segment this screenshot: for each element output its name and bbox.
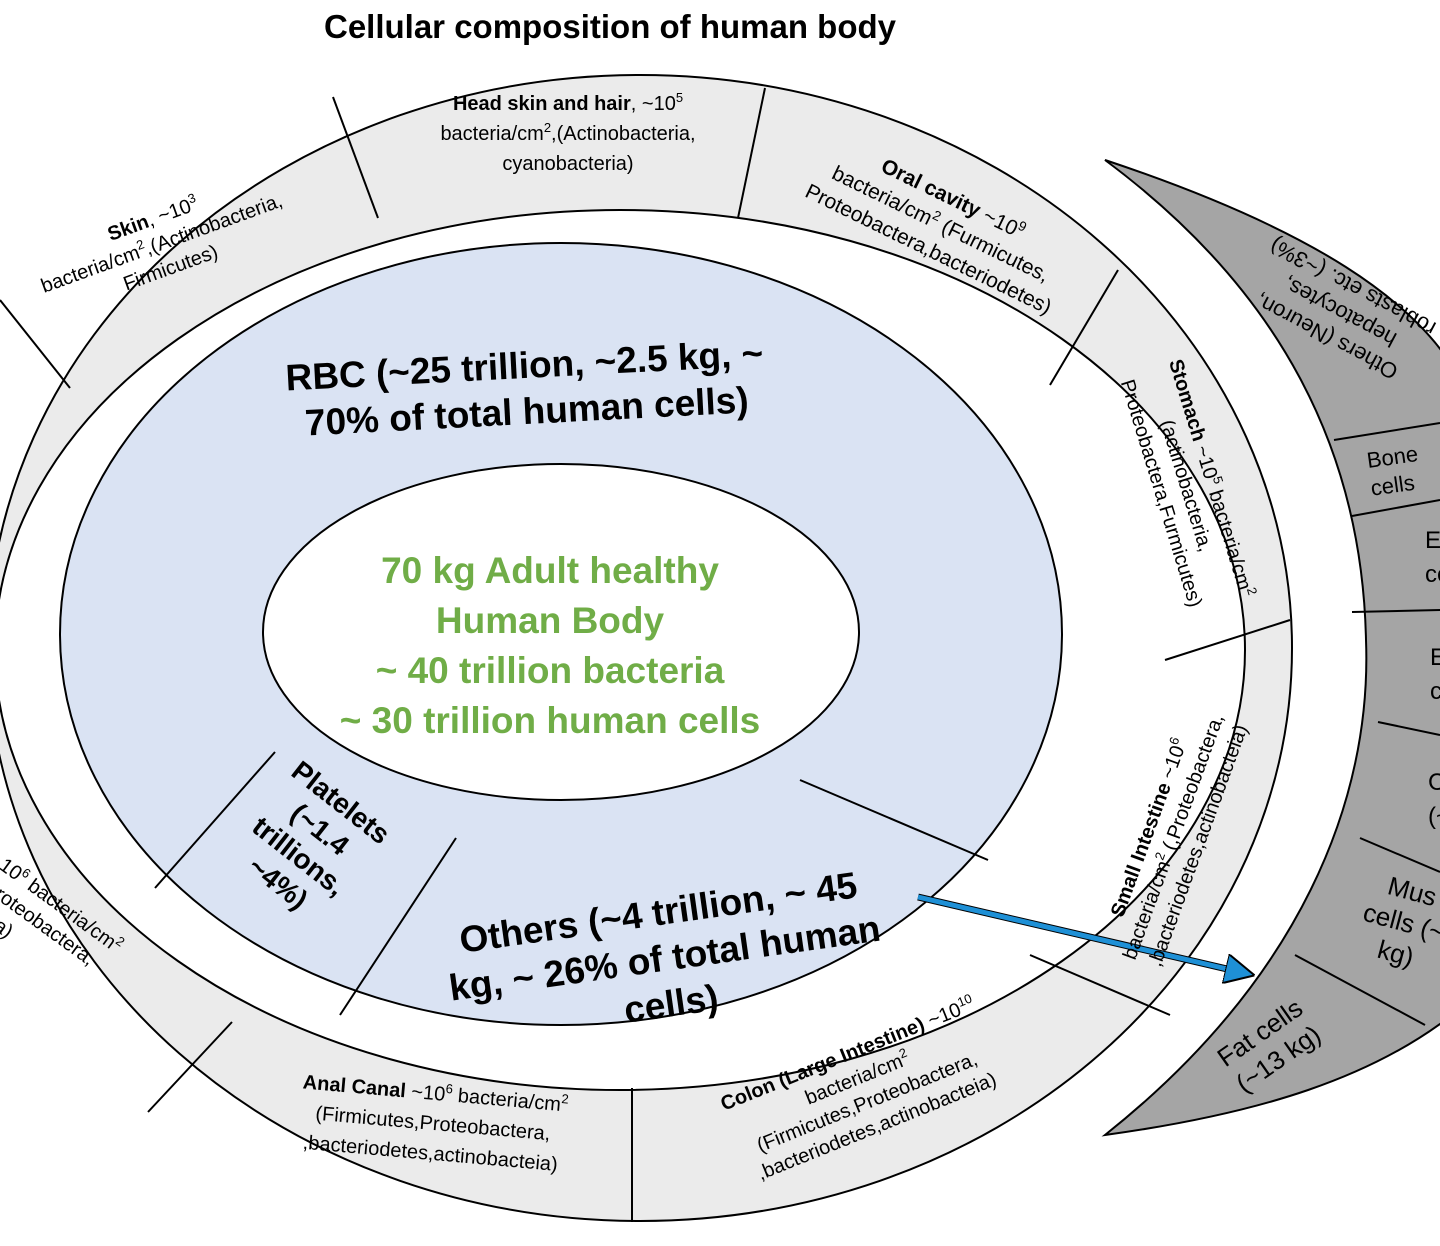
label-line: C [1428, 769, 1440, 796]
tissue-muscle-label: Muscells (~kg) [1352, 866, 1440, 978]
label-line: 70 kg Adult healthy [381, 550, 719, 591]
label-text: cells [1369, 470, 1416, 501]
label-text: 10 [0, 854, 26, 885]
tissue-crescent [1101, 159, 1440, 1137]
label-text: ~10 [405, 1080, 446, 1105]
label-line: (~ [1428, 803, 1440, 830]
label-text: ~ 30 trillion human cells [340, 700, 761, 741]
label-bold-text: Head skin and hair [453, 93, 631, 115]
superscript: 5 [1210, 474, 1226, 485]
center-ellipse [262, 463, 860, 801]
label-line: E [1425, 527, 1440, 554]
superscript: 2 [134, 236, 146, 253]
label-text: Human Body [436, 600, 665, 641]
label-line: E [1430, 644, 1440, 671]
microbiome-ring [0, 74, 1294, 1222]
tissue-e1-label: Ece [1425, 527, 1440, 588]
blood-dividers [154, 751, 989, 1016]
label-text: cyanobacteria) [502, 153, 633, 175]
superscript: 3 [186, 190, 198, 207]
superscript: 6 [445, 1081, 454, 1097]
tissue-c-label: C (~ [1428, 769, 1440, 830]
superscript: 2 [561, 1091, 570, 1107]
superscript: 6 [1166, 735, 1183, 747]
label-line: c [1430, 678, 1440, 705]
superscript: 2 [1152, 850, 1169, 862]
label-text: 70 kg Adult healthy [381, 550, 719, 591]
label-text: , ~10 [631, 93, 676, 115]
head-skin-label: Head skin and hair, ~105​ bacteria/cm2​,(… [440, 90, 695, 175]
superscript: 10 [955, 991, 974, 1010]
diagram-title: Cellular composition of human body [323, 8, 897, 45]
label-line: Head skin and hair, ~105​ [453, 90, 683, 115]
label-line: ~ 40 trillion bacteria [376, 650, 725, 691]
ring-dividers [0, 87, 1291, 1222]
superscript: 2 [1244, 586, 1260, 597]
label-text: E [1425, 527, 1440, 554]
label-text: ~ 40 trillion bacteria [376, 650, 725, 691]
arrow-icon [917, 894, 1240, 972]
label-line: cells [1369, 470, 1416, 501]
label-line: ~ 30 trillion human cells [340, 700, 761, 741]
label-line: Human Body [436, 600, 665, 641]
label-text: bacteria/cm [440, 123, 543, 145]
superscript: 5 [676, 90, 683, 105]
center-label: 70 kg Adult healthy Human Body ~ 40 trilli… [340, 550, 761, 741]
label-text: E [1430, 644, 1440, 671]
label-line: bacteria/cm2​,(Actinobacteria, [440, 120, 695, 145]
label-text: ,(Actinobacteria, [551, 123, 696, 145]
label-text: ce [1425, 561, 1440, 588]
label-text: C [1428, 769, 1440, 796]
tissue-dividers [1294, 422, 1440, 1026]
label-text: (~ [1428, 803, 1440, 830]
label-line: ce [1425, 561, 1440, 588]
superscript: 2 [544, 120, 551, 135]
label-text: c [1430, 678, 1440, 705]
label-line: cyanobacteria) [502, 153, 633, 175]
